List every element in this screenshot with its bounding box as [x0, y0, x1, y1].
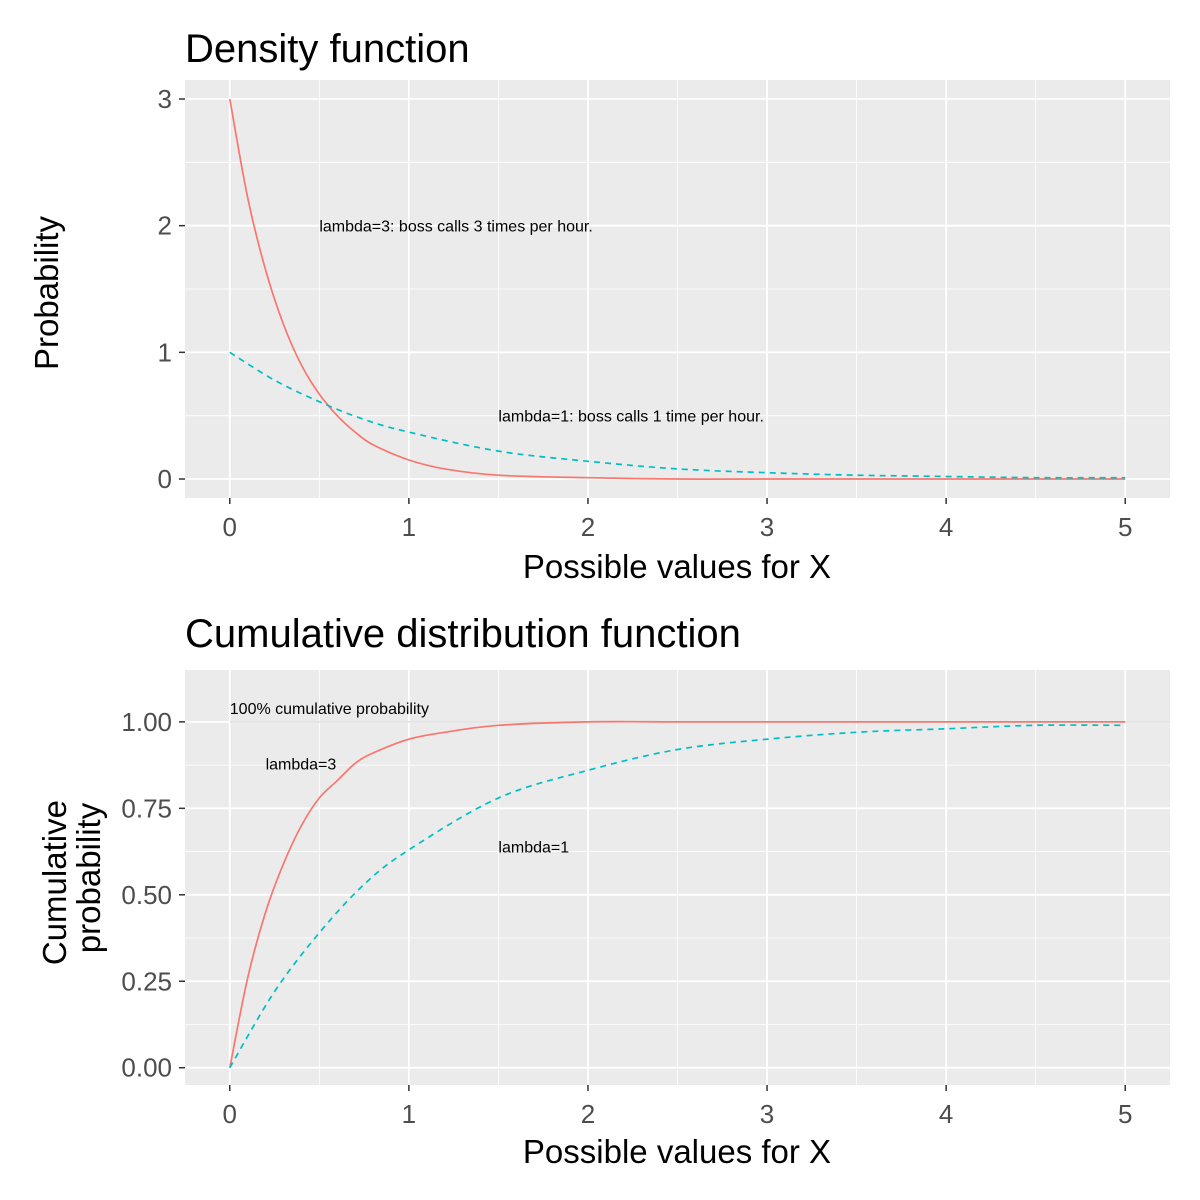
- cdf-x-axis-title: Possible values for X: [523, 1133, 831, 1170]
- cdf-x-tick-label: 2: [581, 1099, 595, 1129]
- cdf-series-line-1: [228, 720, 1126, 1068]
- density-x-tick-label: 4: [939, 512, 953, 542]
- cdf-y-tick-label: 0.25: [121, 966, 172, 996]
- density-annotation-2: lambda=1: boss calls 1 time per hour.: [498, 409, 763, 426]
- density-annotation-1: lambda=3: boss calls 3 times per hour.: [319, 219, 592, 236]
- density-y-tick-label: 3: [158, 84, 172, 114]
- density-x-tick-label: 1: [402, 512, 416, 542]
- cdf-y-tick-label: 1.00: [121, 707, 172, 737]
- density-y-tick-label: 0: [158, 464, 172, 494]
- cdf-x-tick-label: 3: [760, 1099, 774, 1129]
- cdf-y-axis-title: Cumulative probability: [36, 791, 107, 965]
- cdf-annotation-1: 100% cumulative probability: [230, 701, 429, 718]
- cdf-lines: [228, 720, 1126, 1069]
- density-x-tick-label: 2: [581, 512, 595, 542]
- density-lines: [228, 98, 1126, 480]
- density-y-axis-title: Probability: [28, 215, 65, 370]
- cdf-panel: Cumulative distribution function 100% cu…: [36, 612, 1170, 1170]
- cdf-title: Cumulative distribution function: [185, 612, 741, 656]
- cdf-y-axis-title-line-1: Cumulative: [36, 800, 73, 965]
- density-y-tick-label: 2: [158, 211, 172, 241]
- cdf-x-tick-label: 5: [1118, 1099, 1132, 1129]
- density-axes: 0 1 2 3 4 5 0 1 2 3: [158, 84, 1133, 542]
- density-series-line-1: [228, 98, 1126, 480]
- density-x-tick-label: 5: [1118, 512, 1132, 542]
- cdf-x-tick-label: 4: [939, 1099, 953, 1129]
- density-series-line-2: [229, 351, 1126, 479]
- density-x-axis-title: Possible values for X: [523, 548, 831, 585]
- cdf-series-line-2: [229, 724, 1126, 1069]
- cdf-y-axis-title-line-2: probability: [70, 802, 107, 953]
- cdf-gridlines: [185, 670, 1170, 1085]
- cdf-y-tick-label: 0.50: [121, 880, 172, 910]
- cdf-x-tick-label: 1: [402, 1099, 416, 1129]
- density-y-tick-label: 1: [158, 337, 172, 367]
- cdf-annotations: 100% cumulative probability lambda=3 lambd…: [230, 701, 569, 856]
- cdf-axes: 0 1 2 3 4 5 0.00 0.25 0.50 0.75 1.00: [121, 707, 1132, 1129]
- cdf-x-tick-label: 0: [223, 1099, 237, 1129]
- density-x-tick-label: 3: [760, 512, 774, 542]
- cdf-y-tick-label: 0.00: [121, 1053, 172, 1083]
- density-annotations: lambda=3: boss calls 3 times per hour. la…: [319, 219, 764, 426]
- cdf-y-tick-label: 0.75: [121, 793, 172, 823]
- cdf-annotation-3: lambda=1: [498, 839, 569, 856]
- cdf-annotation-2: lambda=3: [266, 756, 337, 773]
- density-panel: Density function lambda=3: boss calls 3 …: [28, 27, 1170, 585]
- density-x-tick-label: 0: [223, 512, 237, 542]
- density-title: Density function: [185, 27, 470, 71]
